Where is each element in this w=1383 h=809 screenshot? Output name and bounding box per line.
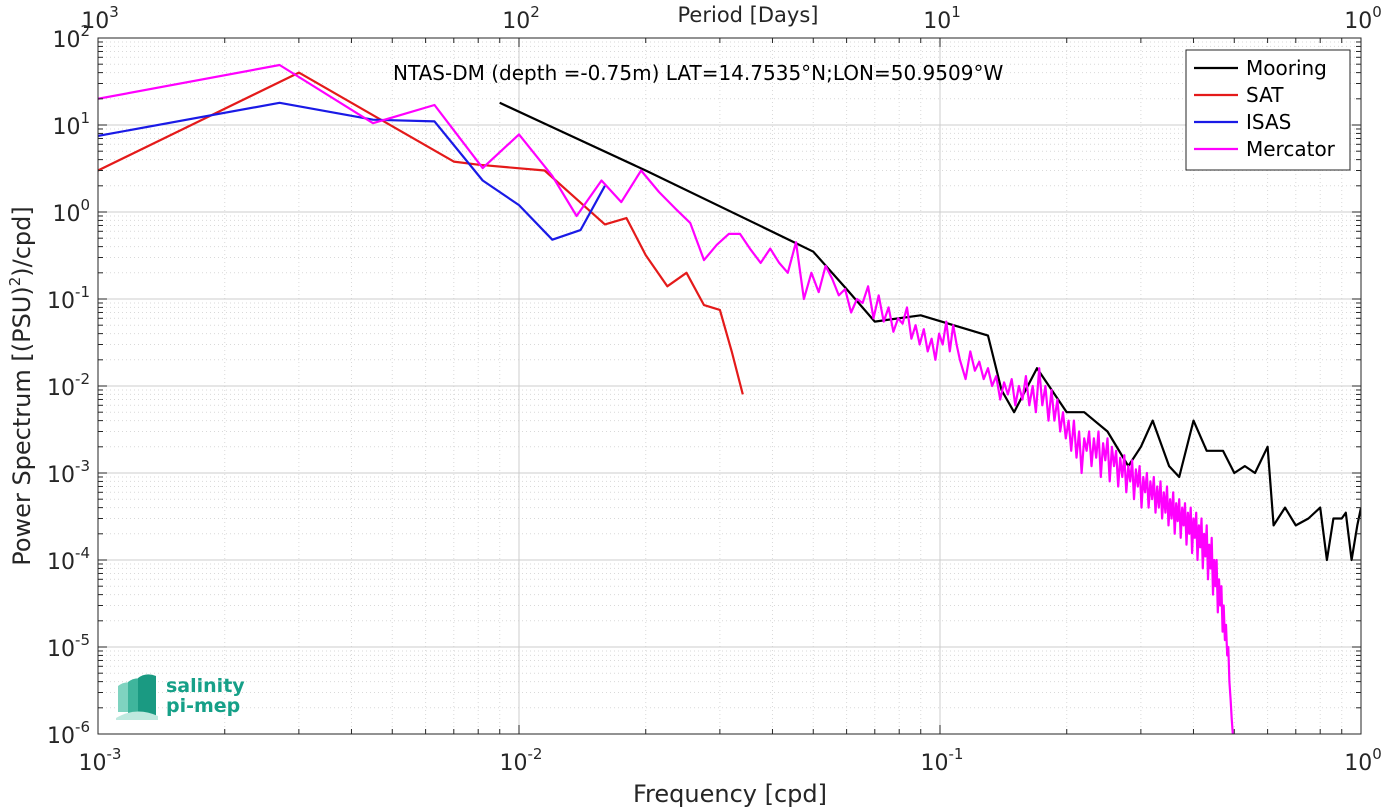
legend-label-sat: SAT bbox=[1246, 83, 1284, 107]
x-axis-title: Frequency [cpd] bbox=[633, 780, 827, 808]
top-tick-label: 103 bbox=[81, 3, 119, 34]
legend: Mooring SAT ISAS Mercator bbox=[1185, 49, 1351, 171]
y-tick-label: 10-3 bbox=[47, 457, 90, 488]
top-tick-label: 101 bbox=[923, 3, 961, 34]
logo-text-line2: pi-mep bbox=[166, 695, 240, 717]
legend-label-isas: ISAS bbox=[1246, 110, 1291, 134]
top-axis-title: Period [Days] bbox=[678, 3, 819, 27]
legend-label-mooring: Mooring bbox=[1246, 56, 1327, 80]
chart-annotation: NTAS-DM (depth =-0.75m) LAT=14.7535°N;LO… bbox=[393, 61, 1003, 85]
top-tick-label: 102 bbox=[502, 3, 540, 34]
series-line-isas bbox=[98, 101, 606, 241]
logo-text-line1: salinity bbox=[166, 675, 245, 697]
legend-label-mercator: Mercator bbox=[1246, 137, 1336, 161]
series-line-mercator bbox=[98, 63, 1234, 734]
y-axis-title-exp: 2 bbox=[6, 277, 24, 287]
x-tick-label: 10-1 bbox=[921, 745, 964, 776]
x-tick-label: 100 bbox=[1344, 745, 1382, 776]
y-tick-label: 10-1 bbox=[47, 283, 90, 314]
y-tick-label: 101 bbox=[52, 109, 90, 140]
y-axis-title: Power Spectrum [(PSU)2)/cpd] bbox=[6, 206, 36, 566]
x-tick-label: 10-2 bbox=[500, 745, 543, 776]
y-tick-label: 10-5 bbox=[47, 631, 90, 662]
y-axis-title-prefix: Power Spectrum [(PSU) bbox=[8, 286, 36, 565]
y-tick-label: 10-4 bbox=[47, 544, 90, 575]
y-tick-label: 100 bbox=[52, 196, 90, 227]
series-line-mooring bbox=[499, 101, 1361, 562]
salinity-pi-mep-logo: salinity pi-mep bbox=[116, 674, 245, 720]
y-tick-label: 10-2 bbox=[47, 370, 90, 401]
y-tick-label: 10-6 bbox=[47, 718, 90, 749]
x-tick-label: 10-3 bbox=[79, 745, 122, 776]
series-line-sat bbox=[98, 71, 744, 395]
y-axis-title-suffix: )/cpd] bbox=[8, 206, 36, 276]
top-tick-label: 100 bbox=[1344, 3, 1382, 34]
series-layer bbox=[98, 63, 1361, 734]
y-tick-label: 102 bbox=[52, 22, 90, 53]
tick-marks bbox=[97, 37, 1362, 735]
